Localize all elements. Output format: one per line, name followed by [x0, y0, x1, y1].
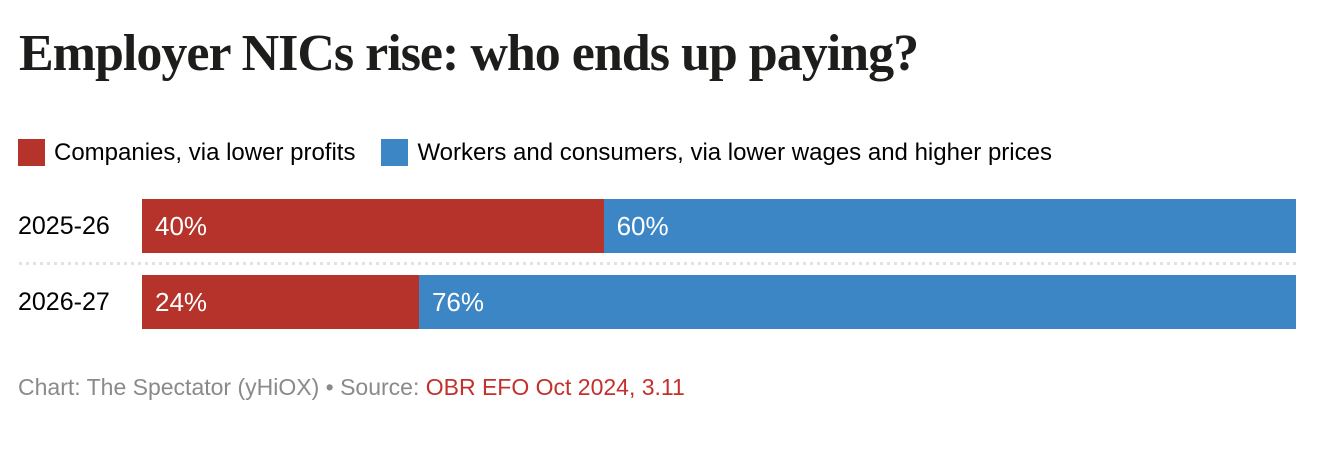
dotted-row-divider: [19, 262, 1296, 265]
bar-value-label: 60%: [616, 210, 669, 241]
source-link[interactable]: OBR EFO Oct 2024, 3.11: [425, 374, 685, 400]
bar-row-2026-27: 2026-27 24% 76%: [18, 275, 1296, 329]
legend-label-workers: Workers and consumers, via lower wages a…: [417, 139, 1052, 166]
chart-legend: Companies, via lower profits Workers and…: [18, 139, 1342, 166]
bar-segment-workers: 76%: [418, 275, 1296, 329]
bar-segment-companies: 24%: [142, 275, 419, 329]
category-label: 2026-27: [18, 288, 110, 316]
bar-value-label: 24%: [155, 286, 208, 317]
category-label: 2025-26: [18, 212, 110, 240]
bar-track: 24% 76%: [142, 275, 1296, 329]
legend-item-companies: Companies, via lower profits: [18, 139, 355, 166]
legend-swatch-blue-icon: [381, 139, 409, 166]
bar-track: 40% 60%: [142, 199, 1296, 253]
legend-swatch-red-icon: [18, 139, 45, 166]
stacked-bar-chart: 2025-26 40% 60% 2026-27 24% 76%: [0, 199, 1342, 329]
legend-item-workers: Workers and consumers, via lower wages a…: [381, 139, 1052, 166]
bar-row-2025-26: 2025-26 40% 60%: [18, 199, 1296, 253]
legend-label-companies: Companies, via lower profits: [54, 139, 356, 166]
bar-segment-workers: 60%: [603, 199, 1296, 253]
bar-value-label: 40%: [155, 210, 208, 241]
bar-value-label: 76%: [431, 286, 484, 317]
footer-credit-text: Chart: The Spectator (yHiOX) • Source:: [18, 374, 426, 400]
chart-footer: Chart: The Spectator (yHiOX) • Source: O…: [18, 374, 1342, 401]
bar-segment-companies: 40%: [142, 199, 604, 253]
page-title: Employer NICs rise: who ends up paying?: [19, 25, 919, 82]
